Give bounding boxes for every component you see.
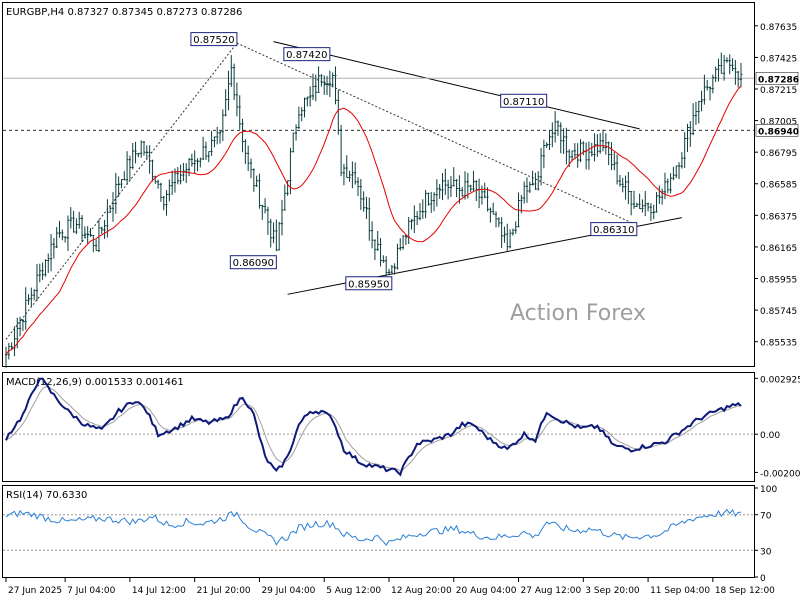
price-tick-label: 0.87215 bbox=[760, 86, 797, 96]
macd-tick-label: -0.002002 bbox=[760, 469, 800, 479]
price-tag bbox=[755, 72, 799, 85]
rsi-axis: 100 70 30 0 bbox=[754, 485, 777, 584]
macd-panel: MACD(12,26,9) 0.001533 0.001461 bbox=[3, 377, 754, 477]
rsi-panel-border bbox=[2, 485, 755, 578]
rsi-line bbox=[3, 508, 754, 551]
macd-axis: 0.002925 0.00 -0.002002 bbox=[754, 375, 800, 479]
time-tick-label: 7 Jul 04:00 bbox=[67, 586, 116, 596]
candles bbox=[5, 52, 743, 368]
price-tick-label: 0.87005 bbox=[760, 118, 797, 128]
time-tick-label: 11 Sep 04:00 bbox=[650, 586, 710, 596]
price-tick-label: 0.86795 bbox=[760, 149, 797, 159]
macd-tick-label: 0.002925 bbox=[760, 375, 800, 385]
price-tick-label: 0.86165 bbox=[760, 244, 797, 254]
projection-line bbox=[236, 42, 638, 226]
time-tick-label: 27 Jun 2025 bbox=[8, 586, 62, 596]
annotation-label: 0.87420 bbox=[286, 50, 327, 61]
macd-lines bbox=[3, 377, 754, 477]
time-axis: 27 Jun 2025 7 Jul 04:00 14 Jul 12:00 21 Jul… bbox=[5, 578, 775, 596]
rsi-title: RSI(14) 70.6330 bbox=[6, 490, 87, 501]
annotation-label: 0.85950 bbox=[348, 279, 389, 290]
watermark: Action Forex bbox=[510, 301, 646, 326]
macd-main-line bbox=[5, 377, 742, 477]
time-tick-label: 21 Jul 20:00 bbox=[197, 586, 251, 596]
annotation-label: 0.87110 bbox=[503, 97, 544, 108]
price-tag-label: 0.86940 bbox=[758, 127, 799, 137]
price-tick-label: 0.87425 bbox=[760, 54, 797, 64]
time-tick-label: 3 Sep 20:00 bbox=[585, 586, 640, 596]
rsi-tick-label: 30 bbox=[760, 547, 772, 557]
annotation-box bbox=[345, 276, 393, 291]
rsi-tick-label: 100 bbox=[760, 485, 777, 495]
price-axis: 0.87635 0.87425 0.87215 0.87005 0.86795 0.865… bbox=[754, 23, 799, 349]
macd-title: MACD(12,26,9) 0.001533 0.001461 bbox=[6, 377, 184, 388]
time-tick-label: 5 Aug 12:00 bbox=[326, 586, 381, 596]
rsi-panel: RSI(14) 70.6330 bbox=[3, 490, 754, 551]
trendline bbox=[273, 41, 640, 130]
annotation-label: 0.87520 bbox=[193, 35, 234, 46]
annotation-box bbox=[190, 32, 238, 47]
price-panel-border bbox=[2, 2, 755, 367]
time-tick-label: 29 Jul 04:00 bbox=[261, 586, 315, 596]
price-tick-label: 0.85955 bbox=[760, 276, 797, 286]
annotation-box bbox=[283, 47, 331, 62]
annotation-label: 0.86310 bbox=[593, 225, 634, 236]
annotation-label: 0.86090 bbox=[233, 258, 274, 269]
price-tick-label: 0.86585 bbox=[760, 181, 797, 191]
price-tick-label: 0.85745 bbox=[760, 307, 797, 317]
time-tick-label: 18 Sep 12:00 bbox=[715, 586, 775, 596]
price-chart-title: EURGBP,H4 0.87327 0.87345 0.87273 0.8728… bbox=[6, 7, 242, 18]
projection-line bbox=[5, 42, 238, 340]
moving-average bbox=[5, 85, 742, 355]
price-tick-label: 0.87635 bbox=[760, 23, 797, 33]
price-panel: EURGBP,H4 0.87327 0.87345 0.87273 0.8728… bbox=[3, 7, 754, 368]
price-tick-label: 0.85535 bbox=[760, 339, 797, 349]
price-annotations: 0.87520 0.87420 0.86090 0.85950 0.87110 0.863… bbox=[190, 32, 638, 291]
ma-line bbox=[5, 85, 742, 355]
rsi-polyline bbox=[5, 508, 742, 546]
annotation-box bbox=[500, 93, 548, 108]
macd-tick-label: 0.00 bbox=[760, 431, 780, 441]
price-tag bbox=[755, 124, 799, 137]
annotation-box bbox=[229, 255, 277, 270]
macd-signal-line bbox=[5, 386, 742, 472]
price-tag-label: 0.87286 bbox=[758, 75, 799, 85]
macd-panel-border bbox=[2, 372, 755, 482]
time-tick-label: 27 Aug 12:00 bbox=[521, 586, 582, 596]
time-tick-label: 20 Aug 04:00 bbox=[456, 586, 517, 596]
annotation-box bbox=[590, 222, 638, 237]
time-tick-label: 14 Jul 12:00 bbox=[132, 586, 186, 596]
rsi-tick-label: 0 bbox=[760, 574, 766, 584]
price-tick-label: 0.86375 bbox=[760, 212, 797, 222]
time-tick-label: 12 Aug 20:00 bbox=[391, 586, 452, 596]
rsi-tick-label: 70 bbox=[760, 512, 772, 522]
